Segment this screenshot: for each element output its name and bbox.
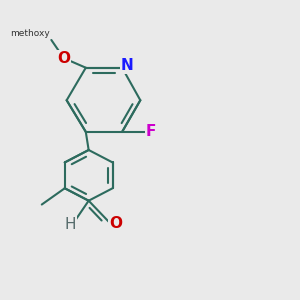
Text: O: O [109, 216, 122, 231]
Text: N: N [121, 58, 133, 73]
Text: F: F [146, 124, 156, 139]
Text: H: H [65, 217, 76, 232]
Text: methoxy: methoxy [10, 29, 50, 38]
Text: O: O [57, 51, 70, 66]
